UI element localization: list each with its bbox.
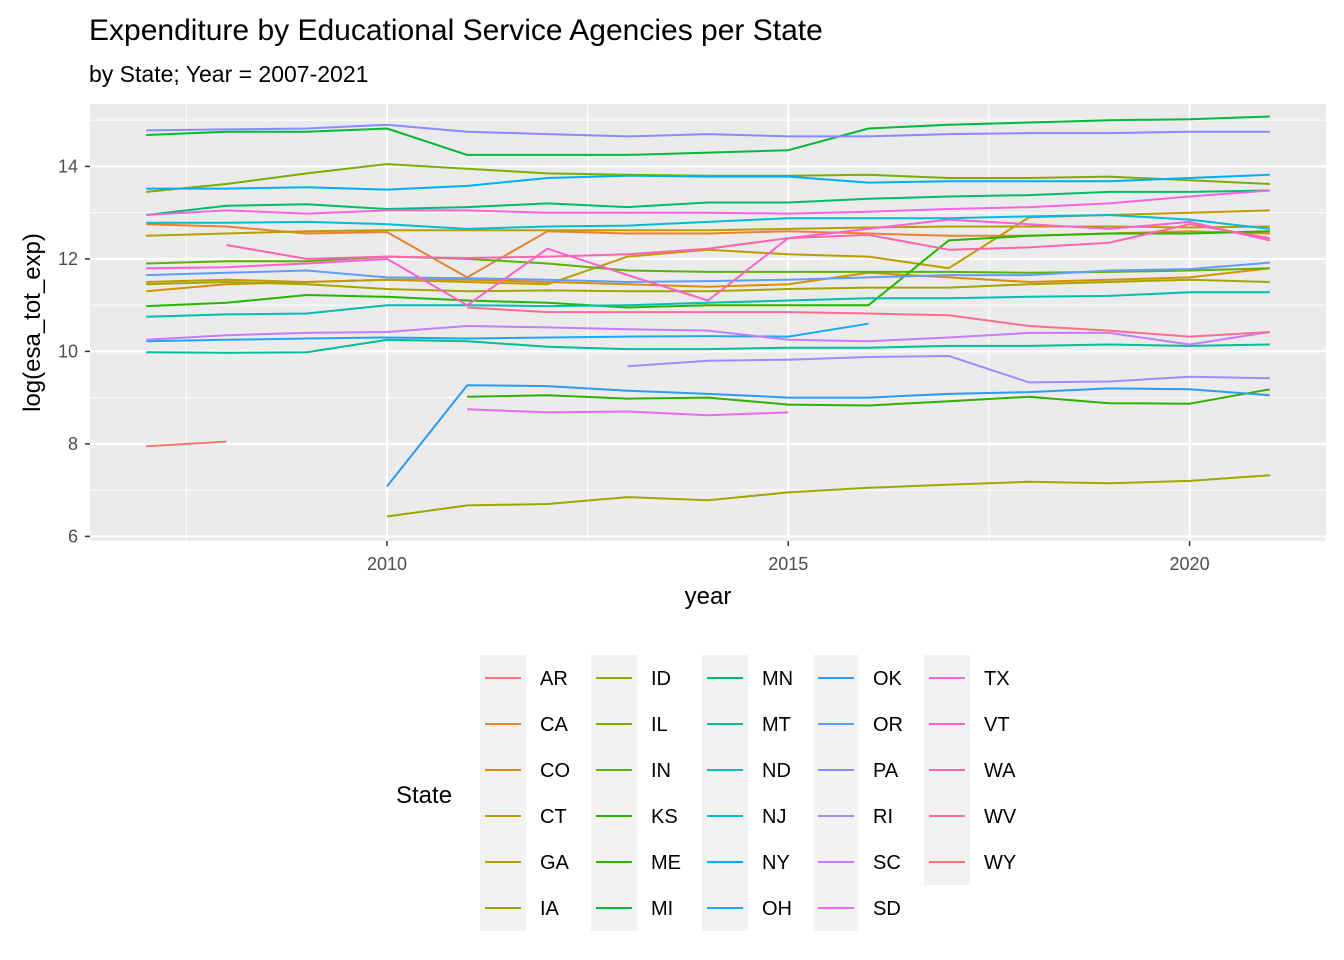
y-tick-label: 12 [58, 249, 78, 269]
legend-label-ar: AR [540, 668, 568, 690]
series-line-ks [146, 230, 1270, 309]
y-tick-label: 8 [68, 434, 78, 454]
legend-label-wy: WY [984, 852, 1016, 874]
series-line-mt [146, 338, 1270, 354]
legend-label-or: OR [873, 714, 903, 736]
legend-label-nj: NJ [762, 806, 786, 828]
x-axis-title: year [685, 583, 732, 610]
series-line-ri [627, 355, 1270, 384]
series-line-sd [467, 408, 789, 417]
legend-label-ny: NY [762, 852, 790, 874]
plot-panel [90, 104, 1326, 541]
series-line-or [146, 261, 1270, 283]
series-line-mi [146, 115, 1270, 156]
series-line-ar [146, 440, 227, 448]
legend-label-wa: WA [984, 760, 1016, 782]
legend-label-co: CO [540, 760, 570, 782]
legend-label-ca: CA [540, 714, 568, 736]
series-line-me [467, 388, 1270, 407]
legend-label-ia: IA [540, 898, 560, 920]
series-line-wa [226, 223, 1270, 260]
x-tick-label: 2020 [1170, 554, 1210, 574]
axes: 2010 2015 2020 6 8 10 12 14 [58, 156, 1210, 574]
series-line-wv [467, 306, 1270, 338]
legend-label-tx: TX [984, 668, 1010, 690]
legend-label-oh: OH [762, 898, 792, 920]
series-line-ia [146, 278, 1270, 293]
legend-label-me: ME [651, 852, 681, 874]
x-tick-label: 2010 [367, 554, 407, 574]
series-line-vt [146, 218, 1271, 307]
legend-label-ri: RI [873, 806, 893, 828]
legend-label-id: ID [651, 668, 671, 690]
legend-label-il: IL [651, 714, 668, 736]
legend-label-in: IN [651, 760, 671, 782]
series-line-nd [146, 291, 1270, 318]
legend-label-mt: MT [762, 714, 791, 736]
legend-label-ok: OK [873, 668, 903, 690]
legend-label-ks: KS [651, 806, 678, 828]
legend-title: State [396, 782, 452, 809]
series-line-nj [146, 214, 1270, 230]
series-lines [146, 115, 1271, 518]
legend-label-mn: MN [762, 668, 793, 690]
legend-label-sc: SC [873, 852, 901, 874]
legend-label-mi: MI [651, 898, 673, 920]
series-line-ny [146, 173, 1270, 191]
legend-label-vt: VT [984, 714, 1010, 736]
legend-label-sd: SD [873, 898, 901, 920]
series-line-pa [146, 123, 1270, 138]
legend-label-pa: PA [873, 760, 899, 782]
chart-title: Expenditure by Educational Service Agenc… [89, 14, 823, 47]
legend-label-nd: ND [762, 760, 791, 782]
y-axis-title: log(esa_tot_exp) [19, 233, 46, 412]
y-tick-label: 10 [58, 341, 78, 361]
legend: State AR CA CO CT GA IA ID IL IN KS ME MI MN MT ND NJ NY… [396, 655, 1017, 931]
legend-label-ga: GA [540, 852, 570, 874]
y-tick-label: 14 [58, 156, 78, 176]
legend-label-ct: CT [540, 806, 567, 828]
series-line-ok [386, 384, 1270, 488]
x-tick-label: 2015 [768, 554, 808, 574]
y-tick-label: 6 [68, 526, 78, 546]
series-line-tx [146, 189, 1270, 216]
series-line-sc [146, 325, 1270, 346]
chart-subtitle: by State; Year = 2007-2021 [89, 61, 368, 87]
series-line-mn [146, 189, 1270, 216]
series-line-id [386, 474, 1270, 518]
series-line-oh [146, 322, 869, 343]
legend-label-wv: WV [984, 806, 1017, 828]
